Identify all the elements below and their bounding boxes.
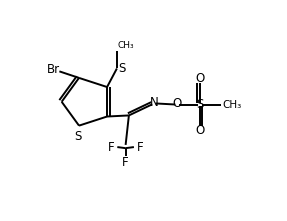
Text: O: O xyxy=(172,97,181,110)
Text: S: S xyxy=(118,62,125,75)
Text: S: S xyxy=(74,130,82,143)
Text: F: F xyxy=(122,156,129,169)
Text: N: N xyxy=(150,96,158,109)
Text: CH₃: CH₃ xyxy=(118,41,135,50)
Text: O: O xyxy=(195,124,204,137)
Text: Br: Br xyxy=(47,63,60,76)
Text: S: S xyxy=(196,98,203,111)
Text: O: O xyxy=(195,72,204,86)
Text: CH₃: CH₃ xyxy=(223,99,242,110)
Text: F: F xyxy=(108,141,115,154)
Text: F: F xyxy=(137,141,143,154)
